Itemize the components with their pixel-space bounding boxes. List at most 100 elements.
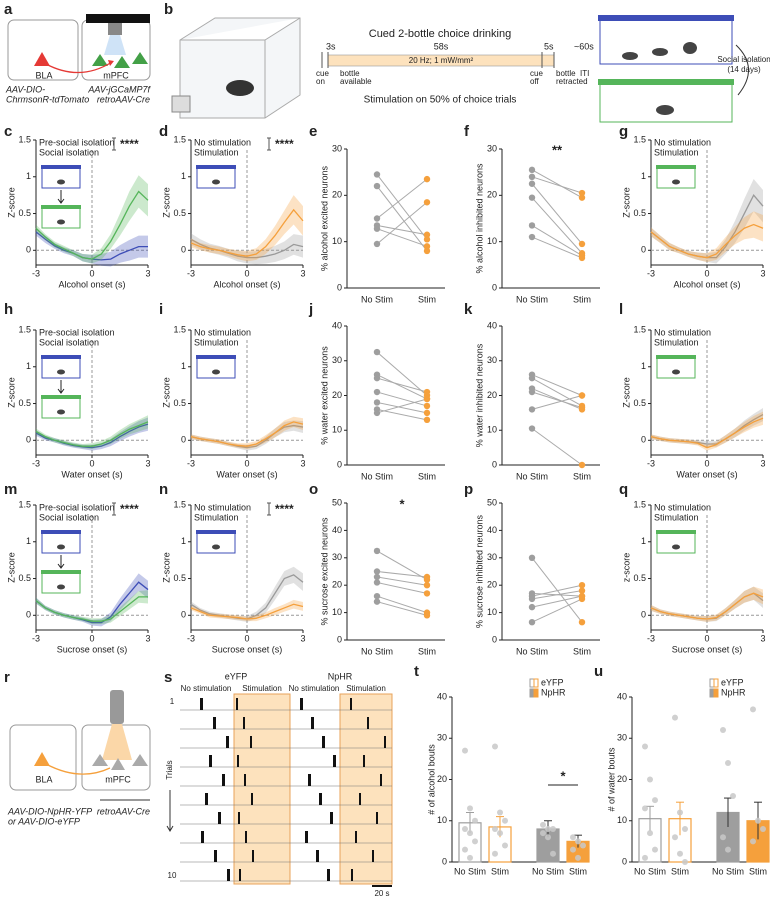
y-tick-label: 0.5: [633, 573, 646, 583]
inset-cage-top: [41, 165, 81, 169]
pair-line: [531, 225, 583, 256]
x-tick-label: Stim: [573, 471, 591, 481]
pair-line: [531, 557, 583, 623]
lick-bout: [372, 850, 374, 862]
y-tick-label: 20: [487, 190, 497, 200]
error-band: [651, 586, 763, 622]
inset-cage-top: [196, 165, 236, 169]
y-tick-label: 0: [492, 282, 497, 292]
x-tick-label: 0: [244, 633, 249, 643]
pair-line: [376, 391, 428, 407]
event: cue: [316, 69, 329, 78]
point: [472, 817, 478, 824]
error-band: [191, 420, 303, 451]
point: [462, 747, 468, 754]
inset-cage: [656, 167, 696, 189]
pair-line: [531, 395, 583, 410]
x-tick-label: No Stim: [634, 866, 666, 876]
x-axis-label: Water onset (s): [61, 469, 122, 479]
event: ITI: [580, 69, 589, 78]
error-band: [651, 211, 763, 263]
inset-mouse: [57, 219, 65, 225]
legend-entry: Social isolation: [39, 147, 99, 157]
y-tick-label: 50: [487, 497, 497, 507]
point: [492, 743, 498, 750]
pair-line: [531, 374, 583, 396]
dot: [423, 236, 431, 243]
virus-label: retroAAV-Cre: [97, 94, 150, 104]
point: [720, 727, 726, 733]
panel-letter: q: [619, 481, 628, 498]
y-tick-label: 30: [332, 552, 342, 562]
legend-entry: No stimulation: [654, 502, 711, 512]
point: [642, 854, 648, 861]
line: [190, 208, 304, 257]
y-tick-label: 0.5: [18, 573, 31, 583]
legend-entry: Pre-social isolation: [39, 502, 115, 512]
dot: [373, 225, 381, 232]
isolation-label: (14 days): [727, 65, 761, 74]
legend-entry: eYFP: [541, 677, 564, 687]
y-tick-label: 0.5: [18, 398, 31, 408]
x-tick-label: 0: [89, 268, 94, 278]
virus-label: retroAAV-Cre: [97, 806, 150, 816]
y-tick-label: 10: [487, 236, 497, 246]
inset-cage-top: [196, 355, 236, 359]
dot: [423, 590, 431, 597]
point: [502, 817, 508, 824]
legend-entry: Stimulation: [194, 512, 239, 522]
y-tick-label: 0.5: [18, 208, 31, 218]
lick-bout: [238, 812, 240, 824]
point: [467, 805, 473, 812]
column-label: Stimulation: [346, 684, 386, 693]
x-tick-label: 0: [89, 458, 94, 468]
y-axis-label: Z-score: [161, 187, 171, 218]
y-tick-label: 0: [26, 610, 31, 620]
point: [550, 850, 556, 857]
pair-line: [531, 236, 583, 259]
x-tick-label: 3: [145, 633, 150, 643]
pair-line: [531, 388, 583, 410]
dot: [373, 215, 381, 222]
legend-entry: NpHR: [541, 687, 566, 697]
y-axis-label: % sucrose excited neurons: [319, 517, 329, 626]
inset-cage: [656, 357, 696, 379]
point: [672, 714, 678, 721]
lick-bout: [322, 736, 325, 748]
virus-label: AAV-jGCaMP7f: [87, 84, 151, 94]
inset-cage: [41, 532, 81, 554]
dot: [578, 582, 586, 589]
region-box: [7, 19, 79, 81]
inset-cage: [196, 357, 236, 379]
y-tick-label: 40: [487, 320, 497, 330]
y-tick-label: 40: [437, 691, 447, 701]
point: [725, 760, 731, 766]
pair-line: [376, 401, 428, 414]
lick-bout: [213, 717, 216, 729]
significance: *: [399, 496, 405, 511]
y-tick-label: 1: [26, 361, 31, 371]
arrow: [735, 44, 749, 96]
dot: [373, 568, 381, 575]
single-cage: [599, 83, 733, 123]
column-label: No stimulation: [181, 684, 232, 693]
inset-cage-top: [656, 530, 696, 534]
y-tick-label: 10: [617, 815, 627, 825]
point: [462, 846, 468, 853]
pair-line: [531, 590, 583, 600]
dot: [578, 189, 586, 197]
y-tick-label: 30: [487, 143, 497, 153]
x-axis-label: Sucrose onset (s): [212, 644, 283, 654]
scale-bar: [112, 502, 116, 516]
mouse: [656, 105, 674, 115]
dot: [423, 573, 431, 581]
y-tick-label: 0.5: [173, 398, 186, 408]
dot: [423, 395, 431, 403]
y-tick-label: 1.5: [173, 134, 186, 144]
dot: [578, 461, 586, 469]
chamber: [179, 17, 301, 119]
legend-entry: NpHR: [721, 687, 746, 697]
fiber: [108, 23, 122, 35]
pair-line: [376, 595, 428, 614]
